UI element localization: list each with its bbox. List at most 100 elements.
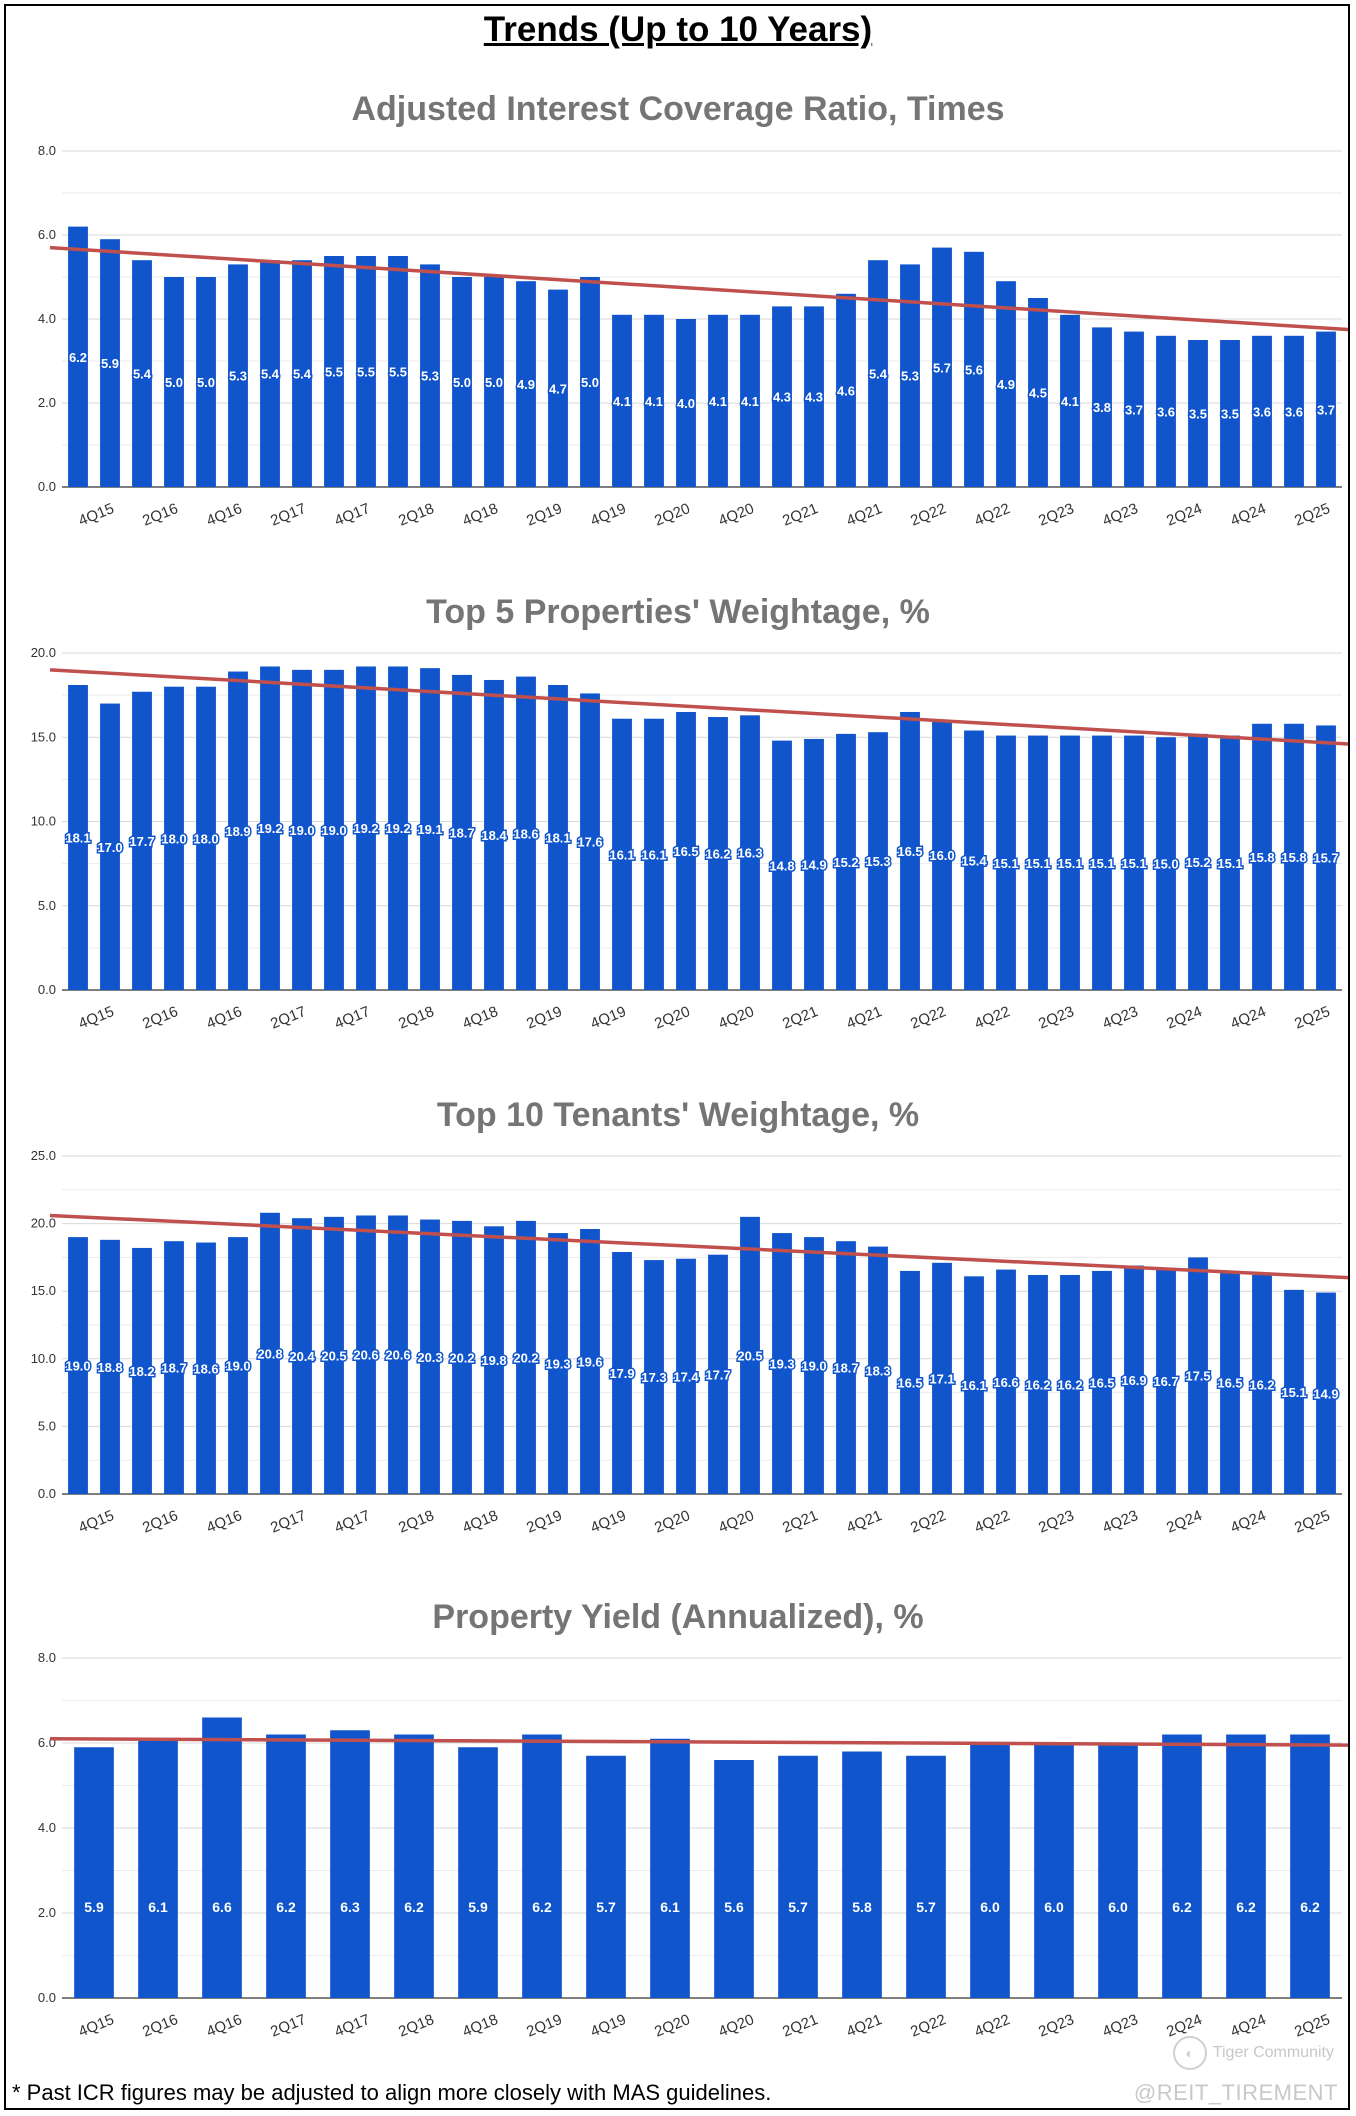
- x-tick-label: 4Q22: [972, 2011, 1012, 2041]
- property-yield-chart: Property Yield (Annualized), % 0.0 2.0 4.0 6…: [38, 1598, 1349, 2041]
- x-tick-label: 4Q19: [588, 2011, 628, 2041]
- x-tick-label: 2Q20: [652, 1003, 692, 1033]
- bar: [1028, 298, 1048, 487]
- bar: [324, 1216, 344, 1494]
- trend-line: [49, 1737, 1349, 1747]
- x-tick-label: 2Q22: [908, 500, 948, 530]
- data-label: 19.8: [481, 1353, 506, 1368]
- bar: [356, 666, 376, 990]
- data-label: 4.0: [677, 396, 695, 411]
- data-label: 3.8: [1093, 400, 1111, 415]
- bar: [644, 1260, 664, 1494]
- data-label: 6.2: [1300, 1899, 1320, 1915]
- x-tick-label: 2Q19: [524, 500, 564, 530]
- bar: [260, 260, 280, 487]
- bar: [420, 1219, 440, 1494]
- x-tick-label: 2Q20: [652, 2011, 692, 2041]
- y-tick-label: 6.0: [38, 227, 56, 242]
- x-tick-label: 2Q25: [1292, 1003, 1332, 1033]
- x-tick-label: 4Q18: [460, 2011, 500, 2041]
- data-label: 6.3: [340, 1899, 360, 1915]
- x-tick-label: 4Q16: [204, 1507, 244, 1537]
- chart-title: Property Yield (Annualized), %: [432, 1598, 923, 1636]
- data-label: 15.2: [1185, 855, 1210, 870]
- data-label: 4.6: [837, 383, 855, 398]
- y-tick-label: 15.0: [31, 729, 56, 744]
- data-label: 18.6: [193, 1361, 218, 1376]
- data-label: 6.0: [1108, 1899, 1128, 1915]
- bar: [330, 1730, 370, 1998]
- bar: [100, 1239, 120, 1494]
- x-tick-label: 4Q17: [332, 1003, 372, 1033]
- bar: [324, 256, 344, 487]
- x-tick-label: 4Q21: [844, 1003, 884, 1033]
- data-label: 6.0: [1044, 1899, 1064, 1915]
- x-tick-label: 2Q25: [1292, 1507, 1332, 1537]
- bar: [1316, 331, 1336, 487]
- data-label: 20.6: [385, 1348, 410, 1363]
- bar: [196, 1242, 216, 1494]
- data-label: 5.7: [933, 360, 951, 375]
- data-label: 18.4: [481, 828, 507, 843]
- x-tick-label: 4Q15: [76, 1003, 116, 1033]
- data-label: 4.9: [997, 377, 1015, 392]
- data-label: 4.9: [517, 377, 535, 392]
- data-label: 4.5: [1029, 386, 1047, 401]
- data-label: 5.0: [165, 375, 183, 390]
- bar: [388, 256, 408, 487]
- data-label: 5.4: [869, 367, 888, 382]
- data-label: 14.9: [801, 857, 826, 872]
- y-tick-label: 0.0: [38, 982, 56, 997]
- bar: [1028, 1274, 1048, 1494]
- x-tick-label: 2Q24: [1164, 1003, 1204, 1033]
- data-label: 18.6: [513, 826, 538, 841]
- data-label: 19.2: [385, 821, 410, 836]
- data-label: 19.3: [545, 1357, 570, 1372]
- bar: [164, 1241, 184, 1494]
- bar: [196, 277, 216, 487]
- bar: [804, 1237, 824, 1494]
- bar: [228, 671, 248, 990]
- data-label: 5.5: [325, 365, 343, 380]
- bar: [132, 691, 152, 990]
- data-label: 3.7: [1125, 402, 1143, 417]
- trend-line: [49, 245, 1349, 332]
- bar: [548, 1233, 568, 1494]
- bar: [836, 293, 856, 487]
- data-label: 15.0: [1153, 857, 1178, 872]
- bar: [132, 1247, 152, 1494]
- data-label: 5.9: [101, 356, 119, 371]
- bar: [1284, 723, 1304, 990]
- x-tick-label: 4Q17: [332, 1507, 372, 1537]
- data-label: 18.7: [161, 1361, 186, 1376]
- bar: [1290, 1734, 1330, 1998]
- x-tick-label: 4Q24: [1228, 1003, 1268, 1033]
- data-label: 17.1: [929, 1371, 954, 1386]
- chart-title: Adjusted Interest Coverage Ratio, Times: [351, 90, 1004, 128]
- y-tick-label: 20.0: [31, 1216, 56, 1231]
- x-tick-label: 2Q23: [1036, 1003, 1076, 1033]
- bar: [138, 1738, 178, 1998]
- x-tick-label: 2Q19: [524, 1003, 564, 1033]
- data-label: 5.0: [197, 375, 215, 390]
- bar: [1060, 1274, 1080, 1494]
- data-label: 5.3: [421, 369, 439, 384]
- x-tick-label: 4Q16: [204, 1003, 244, 1033]
- data-label: 5.3: [229, 369, 247, 384]
- y-tick-label: 2.0: [38, 395, 56, 410]
- bar: [452, 1220, 472, 1494]
- data-label: 19.0: [289, 823, 314, 838]
- data-label: 5.7: [788, 1899, 808, 1915]
- y-tick-label: 0.0: [38, 1990, 56, 2005]
- x-tick-label: 2Q24: [1164, 1507, 1204, 1537]
- bar: [420, 668, 440, 990]
- x-tick-label: 4Q16: [204, 2011, 244, 2041]
- bar: [164, 277, 184, 487]
- data-label: 5.6: [965, 362, 983, 377]
- data-label: 5.9: [84, 1899, 104, 1915]
- bar: [260, 666, 280, 990]
- bar: [900, 264, 920, 487]
- data-label: 15.1: [1025, 856, 1050, 871]
- data-label: 5.7: [596, 1899, 616, 1915]
- bar: [996, 1269, 1016, 1494]
